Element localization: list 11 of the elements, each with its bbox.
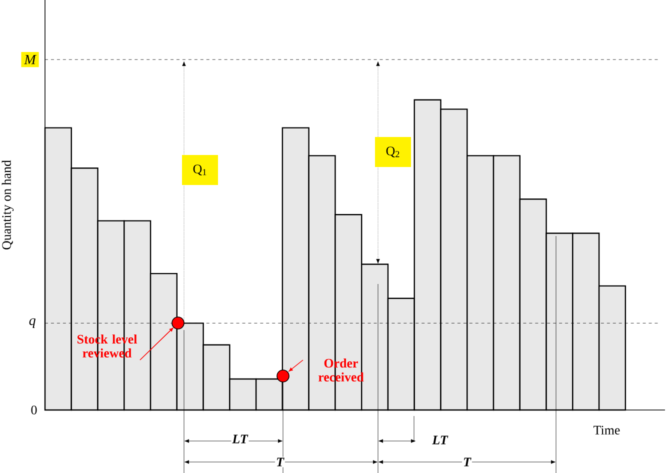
ref-line-label: q — [29, 318, 36, 328]
x-axis-title: Time — [594, 426, 620, 435]
y-axis-title: Quantity on hand — [2, 160, 14, 250]
text: LT — [232, 434, 248, 444]
annotation: Q$_{2}$ — [386, 146, 400, 158]
ref-line-label: M — [24, 54, 36, 64]
text: 0 — [31, 406, 37, 414]
text: LT — [432, 436, 448, 444]
text: T — [464, 458, 472, 466]
annotation: Q$_{1}$ — [193, 164, 206, 176]
text: T — [276, 458, 284, 466]
